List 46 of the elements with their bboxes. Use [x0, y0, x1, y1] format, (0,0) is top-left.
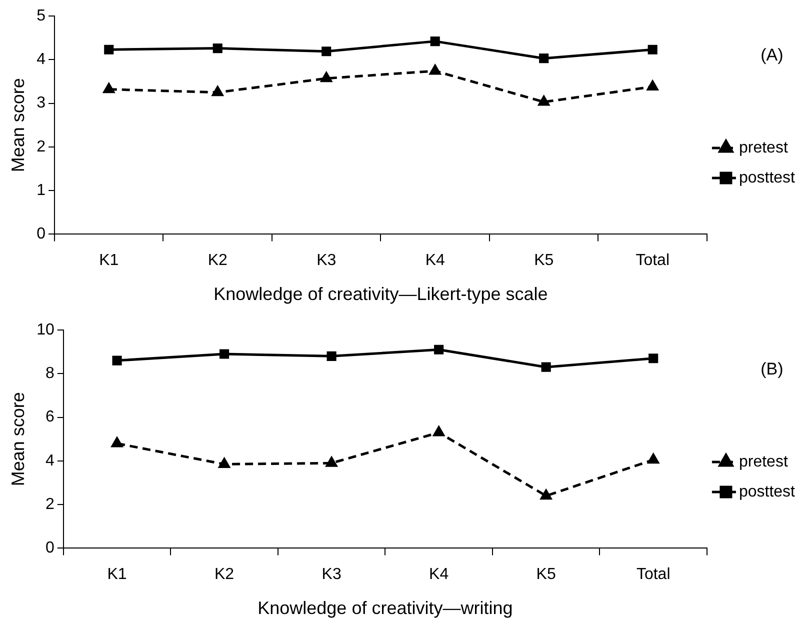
y-tick-label: 0 [45, 540, 54, 557]
x-tick-label: K4 [429, 566, 449, 584]
y-axis-title: Mean score [8, 78, 28, 172]
x-tick-label: K5 [536, 566, 556, 584]
x-tick-label: K5 [534, 252, 554, 270]
legend-label: pretest [738, 139, 788, 156]
point [434, 344, 444, 354]
point [218, 458, 230, 468]
x-tick-label: Total [636, 252, 670, 270]
x-tick-label: K1 [99, 252, 119, 270]
legend-label: posttest [738, 483, 796, 500]
y-tick-label: 1 [36, 182, 46, 199]
x-tick-label: Total [636, 566, 670, 584]
x-tick-label: K1 [107, 566, 127, 584]
point [433, 426, 444, 436]
y-axis-title: Mean score [8, 392, 28, 486]
y-tick-label: 2 [36, 138, 46, 156]
point [111, 437, 123, 448]
y-tick-label: 2 [45, 496, 54, 513]
y-tick-label: 4 [45, 452, 54, 470]
legend-label: posttest [738, 169, 796, 186]
y-tick-label: 0 [36, 226, 46, 243]
point [540, 490, 552, 500]
point [541, 362, 551, 372]
point [648, 454, 659, 464]
y-tick-label: 3 [36, 94, 46, 112]
legend-label: pretest [738, 453, 788, 470]
point [326, 456, 338, 467]
x-tick-label: K3 [322, 566, 342, 584]
y-tick-label: 5 [36, 7, 46, 24]
y-tick-label: 10 [36, 321, 54, 338]
text: (B) [760, 360, 784, 379]
x-axis-title: Knowledge of creativity—writing [258, 598, 513, 618]
point [220, 349, 230, 359]
text: (A) [760, 46, 784, 65]
point [648, 354, 658, 364]
point [326, 351, 336, 361]
x-tick-label: K2 [208, 252, 228, 270]
x-tick-label: K2 [214, 566, 234, 584]
point [112, 356, 122, 366]
y-tick-label: 6 [45, 408, 54, 426]
y-tick-label: 8 [45, 365, 54, 382]
x-tick-label: K4 [425, 252, 445, 270]
y-tick-label: 4 [36, 51, 46, 68]
x-axis-title: Knowledge of creativity—Likert-type scale [214, 284, 548, 304]
x-tick-label: K3 [316, 252, 336, 270]
